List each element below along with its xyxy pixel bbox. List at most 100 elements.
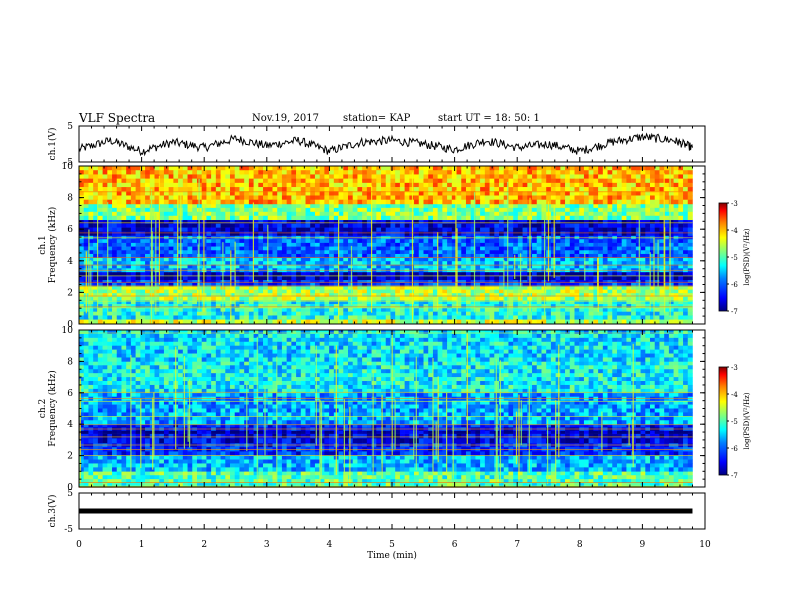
- spectrogram-cell: [635, 223, 641, 228]
- spectrogram-cell: [650, 315, 656, 320]
- spectrogram-cell: [456, 319, 462, 325]
- spectrogram-cell: [215, 296, 221, 301]
- spectrogram-cell: [324, 253, 330, 258]
- spectrogram-cell: [395, 207, 401, 213]
- spectrogram-cell: [234, 253, 240, 258]
- spectrogram-cell: [126, 253, 132, 258]
- spectrogram-cell: [239, 239, 245, 244]
- spectrogram-cell: [574, 282, 580, 287]
- spectrogram-cell: [244, 311, 250, 316]
- spectrogram-cell: [192, 246, 198, 251]
- spectrogram-cell: [338, 286, 344, 290]
- spectrogram-cell: [291, 203, 297, 209]
- spectrogram-cell: [579, 271, 585, 277]
- spectrogram-cell: [640, 282, 646, 287]
- spectrogram-cell: [583, 170, 589, 175]
- spectrogram-cell: [593, 315, 599, 320]
- spectrogram-cell: [182, 257, 188, 262]
- spectrogram-cell: [93, 315, 99, 320]
- spectrogram-cell: [187, 174, 193, 179]
- spectrogram-cell: [645, 250, 651, 255]
- spectrogram-cell: [536, 264, 542, 269]
- spectrogram-cell: [442, 296, 448, 301]
- spectrogram-cell: [347, 203, 354, 209]
- spectrogram-cell: [154, 178, 160, 184]
- spectrogram-cell: [244, 203, 250, 209]
- spectrogram-cell: [366, 296, 372, 301]
- spectrogram-cell: [116, 187, 122, 192]
- spectrogram-cell: [461, 231, 467, 236]
- spectrogram-cell: [536, 231, 542, 236]
- spectrogram-cell: [263, 296, 269, 301]
- spectrogram-cell: [428, 174, 434, 179]
- spectrogram-cell: [272, 253, 278, 258]
- spectrogram-cell: [503, 223, 509, 228]
- spectrogram-cell: [574, 187, 580, 192]
- spectrogram-cell: [173, 296, 179, 301]
- spectrogram-cell: [343, 178, 349, 184]
- spectrogram-cell: [296, 300, 302, 305]
- spectrogram-cell: [390, 166, 396, 171]
- spectrogram-cell: [230, 191, 236, 196]
- spectrogram-cell: [456, 279, 462, 284]
- spectrogram-cell: [626, 289, 632, 294]
- spectrogram-cell: [447, 282, 453, 287]
- spectrogram-cell: [206, 231, 212, 236]
- spectrogram-cell: [267, 264, 273, 269]
- spectrogram-cell: [650, 242, 656, 247]
- spectrogram-cell: [555, 289, 561, 294]
- spectrogram-cell: [513, 311, 519, 316]
- spectrogram-cell: [357, 242, 363, 247]
- spectrogram-cell: [555, 166, 561, 171]
- spectrogram-cell: [163, 261, 169, 266]
- spectrogram-cell: [560, 253, 566, 258]
- spectrogram-cell: [107, 293, 113, 298]
- spectrogram-cell: [121, 293, 127, 298]
- spectrogram-cell: [130, 300, 136, 305]
- spectrogram-cell: [532, 304, 538, 309]
- spectrogram-cell: [130, 223, 136, 228]
- spectrogram-cell: [300, 286, 306, 290]
- spectrogram-cell: [645, 219, 651, 224]
- spectrogram-cell: [668, 319, 674, 325]
- spectrogram-cell: [220, 231, 226, 236]
- spectrogram-cell: [645, 174, 651, 179]
- spectrogram-cell: [107, 182, 113, 188]
- spectrogram-cell: [494, 289, 500, 294]
- spectrogram-cell: [583, 174, 589, 179]
- y-axis-label: ch.3(V): [47, 495, 58, 528]
- spectrogram-cell: [329, 304, 335, 309]
- spectrogram-cell: [508, 246, 514, 251]
- spectrogram-cell: [211, 261, 217, 266]
- spectrogram-cell: [291, 166, 297, 171]
- spectrogram-cell: [324, 242, 330, 247]
- spectrogram-cell: [687, 307, 693, 312]
- spectrogram-cell: [163, 227, 169, 232]
- spectrogram-cell: [598, 289, 604, 294]
- spectrogram-cell: [163, 191, 169, 196]
- spectrogram-cell: [296, 311, 302, 316]
- spectrogram-cell: [305, 203, 311, 209]
- spectrogram-cell: [565, 231, 571, 236]
- spectrogram-cell: [517, 231, 523, 236]
- spectrogram-cell: [602, 211, 608, 217]
- spectrogram-cell: [414, 261, 420, 266]
- spectrogram-cell: [631, 250, 637, 255]
- spectrogram-cell: [555, 187, 561, 192]
- spectrogram-cell: [211, 191, 217, 196]
- spectrogram-cell: [588, 261, 594, 266]
- spectrogram-cell: [588, 264, 594, 269]
- spectrogram-cell: [428, 227, 434, 232]
- spectrogram-cell: [635, 246, 641, 251]
- spectrogram-cell: [470, 203, 476, 209]
- spectrogram-cell: [173, 279, 179, 284]
- spectrogram-cell: [357, 231, 363, 236]
- spectrogram-cell: [447, 219, 453, 224]
- spectrogram-cell: [541, 304, 547, 309]
- spectrogram-cell: [263, 257, 269, 262]
- spectrogram-cell: [569, 227, 575, 232]
- spectrogram-cell: [503, 215, 509, 221]
- spectrogram-cell: [168, 250, 174, 255]
- spectrogram-cell: [541, 279, 547, 284]
- spectrogram-cell: [381, 182, 387, 188]
